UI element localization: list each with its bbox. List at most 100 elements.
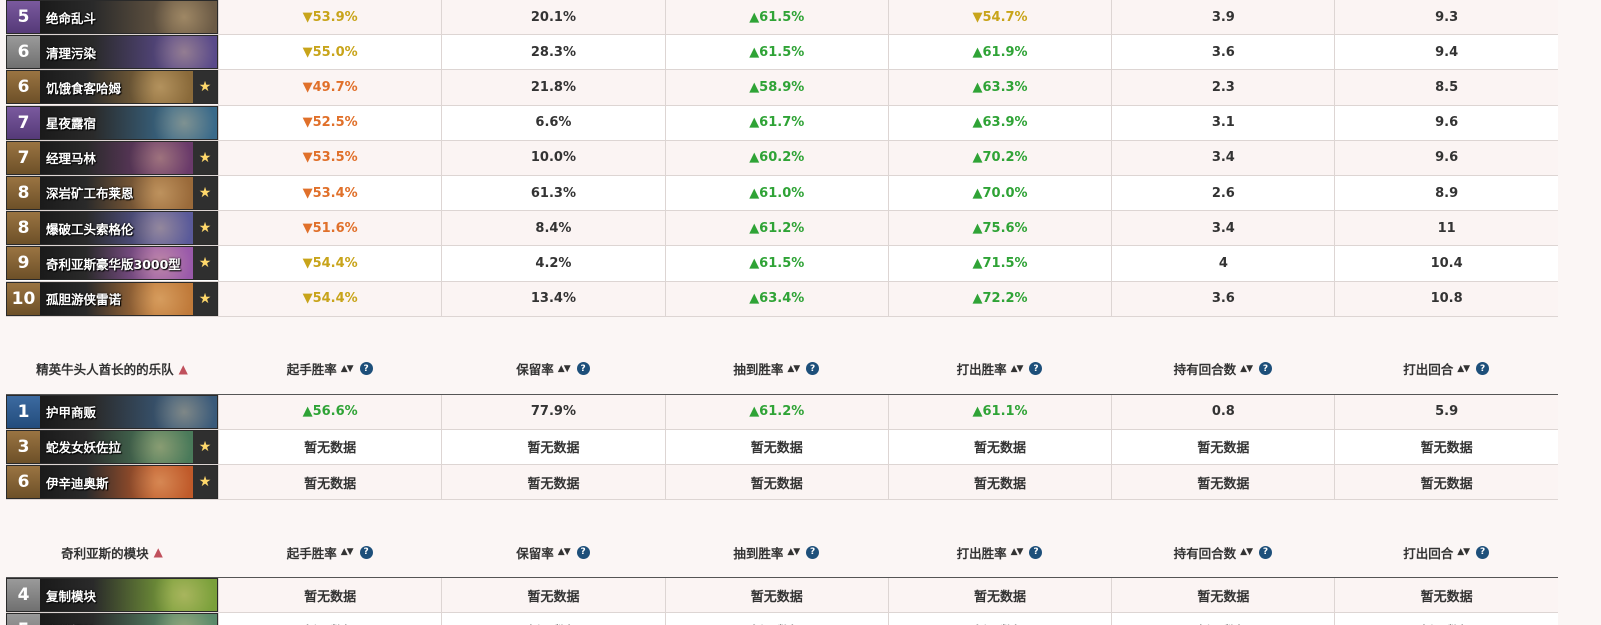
stat-cell: 暂无数据 bbox=[218, 613, 441, 625]
stat-cell: 4 bbox=[1111, 246, 1334, 281]
help-icon[interactable]: ? bbox=[576, 362, 590, 376]
card-tile[interactable]: 6 伊辛迪奥斯 ★ bbox=[6, 465, 218, 500]
stat-value: 8.9 bbox=[1435, 185, 1459, 201]
row-cells: ▼54.4% 13.4% ▲63.4% ▲72.2% 3.6 10.8 bbox=[218, 281, 1558, 316]
stat-value: 9.6 bbox=[1435, 115, 1459, 131]
stat-cell: 暂无数据 bbox=[664, 465, 888, 500]
column-header[interactable]: 持有回合数 ▲▼? bbox=[1111, 543, 1334, 562]
help-icon[interactable]: ? bbox=[576, 545, 590, 559]
column-header[interactable]: 打出胜率 ▲▼? bbox=[888, 543, 1111, 562]
card-art-image bbox=[135, 106, 217, 139]
stat-value: ▲61.2% bbox=[749, 404, 805, 420]
section-title[interactable]: 奇利亚斯的模块 ▲ bbox=[6, 543, 218, 562]
collapse-triangle-icon[interactable]: ▲ bbox=[178, 361, 188, 376]
column-header[interactable]: 打出回合 ▲▼? bbox=[1334, 359, 1557, 378]
column-header-label: 起手胜率 bbox=[286, 545, 337, 561]
stat-cell: 3.4 bbox=[1111, 140, 1334, 175]
stat-cell: 暂无数据 bbox=[887, 578, 1111, 613]
stat-cell: 暂无数据 bbox=[664, 429, 888, 465]
column-header[interactable]: 打出胜率 ▲▼? bbox=[888, 359, 1111, 378]
help-icon[interactable]: ? bbox=[1029, 545, 1043, 559]
row-cells: ▼52.5% 6.6% ▲61.7% ▲63.9% 3.1 9.6 bbox=[218, 105, 1558, 140]
card-art: 孤胆游侠雷诺 bbox=[40, 282, 193, 315]
column-header[interactable]: 起手胜率 ▲▼? bbox=[218, 543, 441, 562]
legendary-star-icon: ★ bbox=[193, 430, 217, 463]
stat-cell: 暂无数据 bbox=[441, 613, 664, 625]
card-art-image bbox=[111, 176, 193, 209]
collapse-triangle-icon[interactable]: ▲ bbox=[153, 545, 163, 560]
help-icon[interactable]: ? bbox=[1259, 545, 1273, 559]
card-tile[interactable]: 5 绝命乱斗 bbox=[6, 0, 218, 34]
card-tile[interactable]: 7 星夜露宿 bbox=[6, 105, 218, 140]
card-tile[interactable]: 6 清理污染 bbox=[6, 35, 218, 70]
stat-value: 2.6 bbox=[1211, 185, 1235, 201]
help-icon[interactable]: ? bbox=[1476, 362, 1490, 376]
stat-value: ▼55.0% bbox=[302, 44, 358, 60]
sort-icon[interactable]: ▲▼ bbox=[1457, 547, 1470, 558]
card-tile[interactable]: 6 饥饿食客哈姆 ★ bbox=[6, 70, 218, 105]
card-tile[interactable]: 8 爆破工头索格伦 ★ bbox=[6, 211, 218, 246]
sort-icon[interactable]: ▲▼ bbox=[340, 363, 354, 374]
help-icon[interactable]: ? bbox=[359, 362, 373, 376]
sort-icon[interactable]: ▲▼ bbox=[1457, 363, 1470, 374]
card-cost: 6 bbox=[7, 36, 40, 69]
stat-cell: ▲63.9% bbox=[887, 105, 1111, 140]
row-cells: ▼53.9% 20.1% ▲61.5% ▼54.7% 3.9 9.3 bbox=[218, 0, 1558, 35]
sort-icon[interactable]: ▲▼ bbox=[557, 363, 571, 374]
card-tile[interactable]: 5 完美模块 bbox=[6, 613, 218, 625]
sort-icon[interactable]: ▲▼ bbox=[1240, 547, 1253, 558]
row-cells: ▼54.4% 4.2% ▲61.5% ▲71.5% 4 10.4 bbox=[218, 246, 1558, 281]
card-tile[interactable]: 10 孤胆游侠雷诺 ★ bbox=[6, 281, 218, 316]
legendary-star-icon: ★ bbox=[193, 466, 217, 499]
sort-icon[interactable]: ▲▼ bbox=[1010, 547, 1024, 558]
column-header[interactable]: 起手胜率 ▲▼? bbox=[218, 359, 441, 378]
card-tile[interactable]: 1 护甲商贩 bbox=[6, 394, 218, 429]
column-header[interactable]: 抽到胜率 ▲▼? bbox=[665, 543, 888, 562]
help-icon[interactable]: ? bbox=[359, 545, 373, 559]
card-tile[interactable]: 7 经理马林 ★ bbox=[6, 140, 218, 175]
stat-value: 暂无数据 bbox=[1197, 621, 1249, 625]
stat-cell: ▲63.4% bbox=[664, 281, 888, 316]
help-icon[interactable]: ? bbox=[1259, 362, 1273, 376]
stat-cell: 3.6 bbox=[1111, 35, 1334, 70]
column-header[interactable]: 打出回合 ▲▼? bbox=[1334, 543, 1557, 562]
help-icon[interactable]: ? bbox=[1476, 545, 1490, 559]
stat-cell: 暂无数据 bbox=[1111, 613, 1334, 625]
stat-value: ▼52.5% bbox=[302, 115, 358, 131]
help-icon[interactable]: ? bbox=[806, 362, 820, 376]
section-title[interactable]: 精英牛头人酋长的的乐队 ▲ bbox=[6, 359, 218, 378]
card-cost: 7 bbox=[7, 106, 40, 139]
column-header[interactable]: 持有回合数 ▲▼? bbox=[1111, 359, 1334, 378]
stat-cell: 暂无数据 bbox=[1111, 578, 1334, 613]
stat-value: 8.4% bbox=[535, 220, 572, 236]
sort-icon[interactable]: ▲▼ bbox=[787, 547, 800, 558]
legendary-star-icon: ★ bbox=[193, 212, 217, 245]
stat-cell: 暂无数据 bbox=[1334, 613, 1557, 625]
sort-icon[interactable]: ▲▼ bbox=[1240, 363, 1253, 374]
sort-icon[interactable]: ▲▼ bbox=[557, 547, 571, 558]
stat-value: ▲61.1% bbox=[972, 404, 1028, 420]
help-icon[interactable]: ? bbox=[1029, 362, 1043, 376]
stat-cell: 暂无数据 bbox=[887, 613, 1111, 625]
column-header-label: 保留率 bbox=[516, 545, 554, 561]
sort-icon[interactable]: ▲▼ bbox=[787, 363, 800, 374]
card-tile[interactable]: 8 深岩矿工布莱恩 ★ bbox=[6, 175, 218, 210]
card-tile[interactable]: 4 复制模块 bbox=[6, 578, 218, 613]
help-icon[interactable]: ? bbox=[806, 545, 820, 559]
card-cost: 4 bbox=[7, 579, 40, 612]
sort-icon[interactable]: ▲▼ bbox=[340, 547, 354, 558]
card-cost: 1 bbox=[7, 395, 40, 428]
card-cost: 8 bbox=[7, 212, 40, 245]
card-tile[interactable]: 3 蛇发女妖佐拉 ★ bbox=[6, 429, 218, 464]
sort-icon[interactable]: ▲▼ bbox=[1010, 363, 1024, 374]
column-header[interactable]: 保留率 ▲▼? bbox=[441, 359, 664, 378]
card-tile[interactable]: 9 奇利亚斯豪华版3000型 ★ bbox=[6, 246, 218, 281]
column-header[interactable]: 保留率 ▲▼? bbox=[441, 543, 664, 562]
column-header-label: 持有回合数 bbox=[1173, 545, 1237, 561]
row-cells: ▼53.4% 61.3% ▲61.0% ▲70.0% 2.6 8.9 bbox=[218, 175, 1558, 211]
stat-cell: ▼53.5% bbox=[218, 140, 441, 175]
column-header[interactable]: 抽到胜率 ▲▼? bbox=[665, 359, 888, 378]
table-row: 1 护甲商贩 ▲56.6% 77.9% ▲61.2% ▲61.1% 0.8 5.9 bbox=[6, 394, 1558, 430]
legendary-star-icon: ★ bbox=[193, 282, 217, 315]
stat-cell: 8.4% bbox=[441, 211, 664, 246]
